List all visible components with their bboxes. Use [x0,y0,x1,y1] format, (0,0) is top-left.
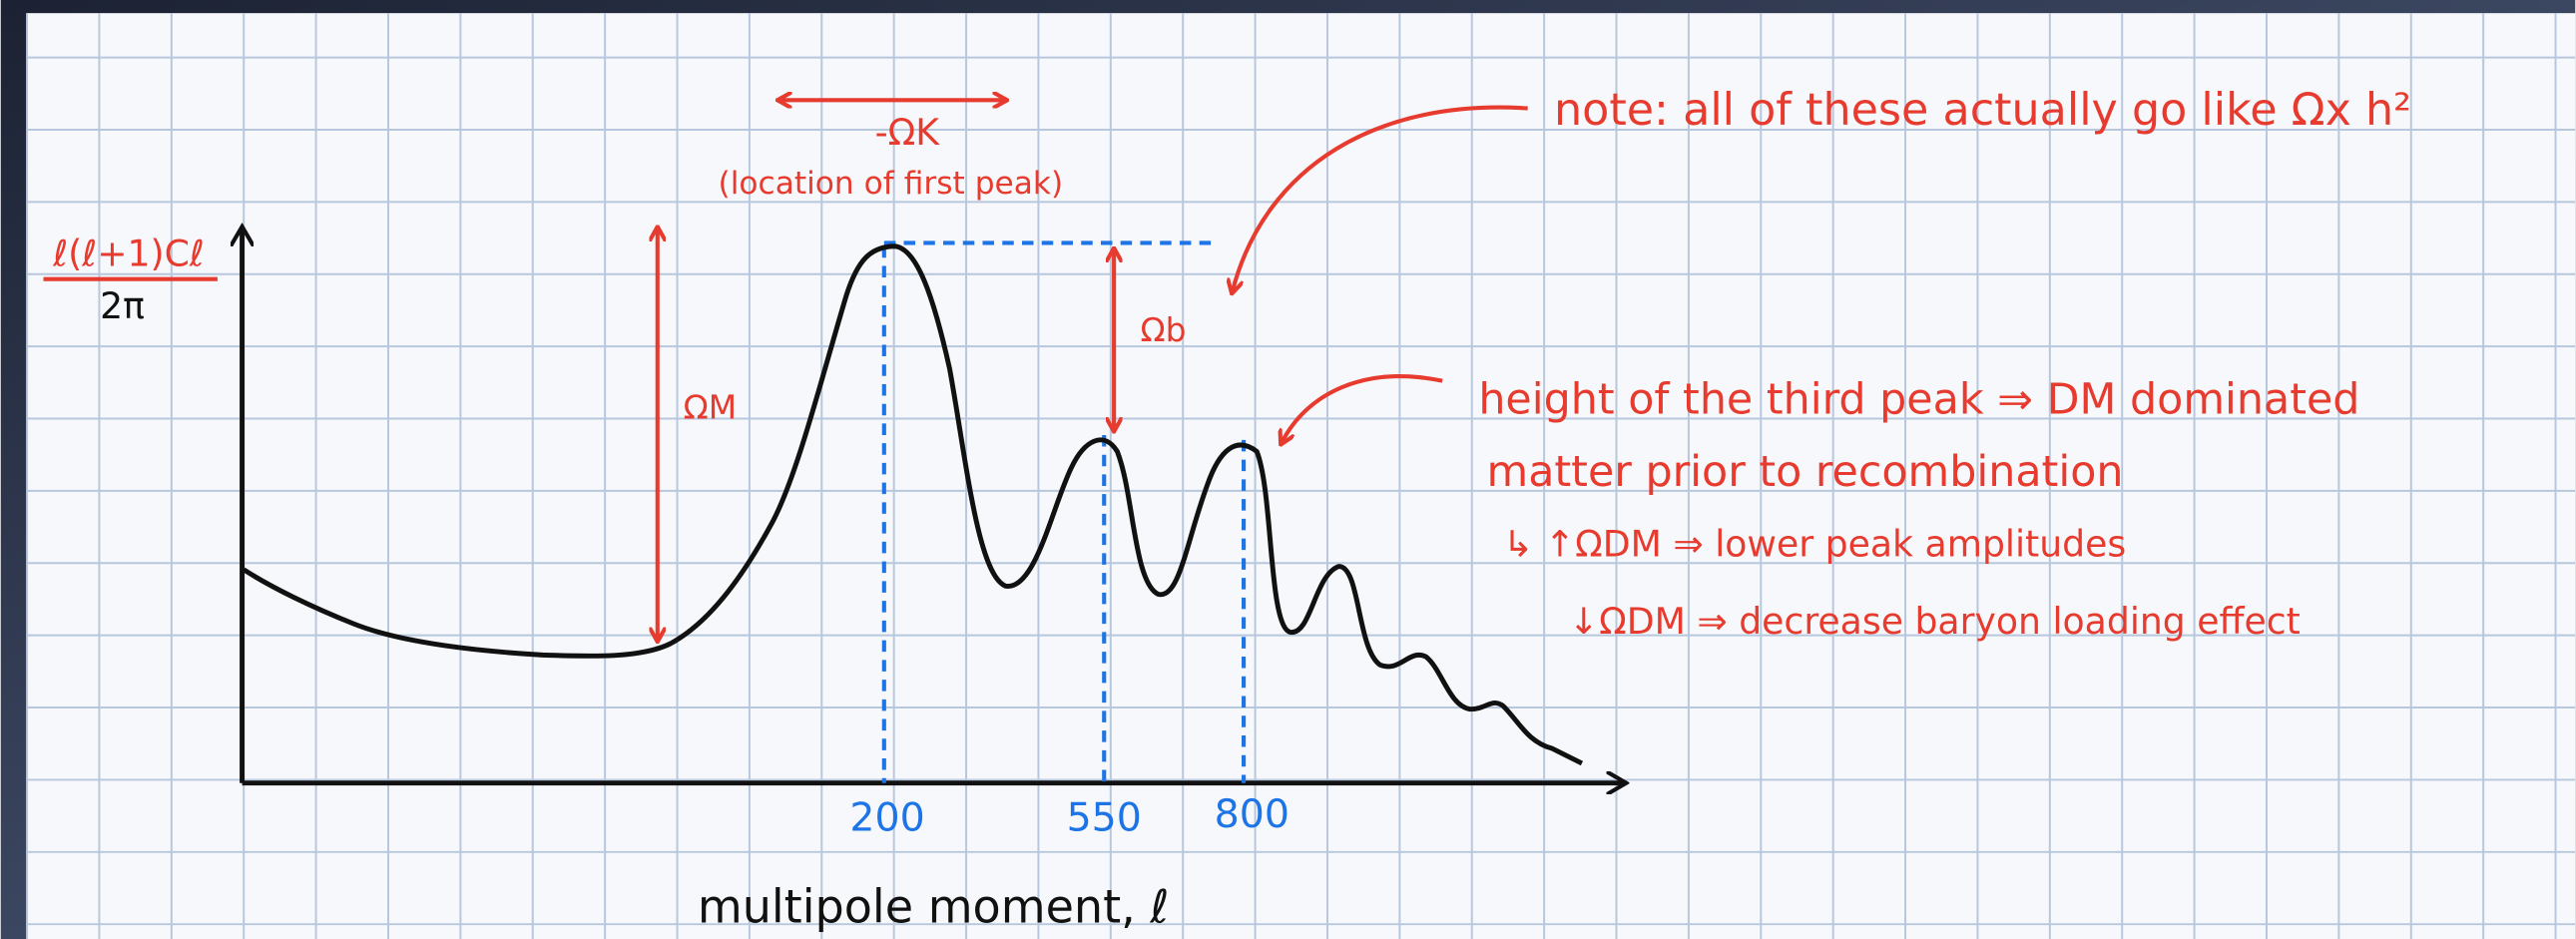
omega-k-note: (location of first peak) [719,166,1064,202]
y-axis-label-denominator: 2π [100,284,145,327]
third-peak-note: ↓ΩDM ⇒ decrease baryon loading effect [1569,600,2301,643]
grid-paper [27,13,2576,939]
x-axis-label: multipole moment, ℓ [698,880,1170,934]
guide-lines [881,240,1247,783]
note: note: all of these actually go like Ωx h… [1554,85,2411,136]
omega-b: Ωb [1140,310,1186,349]
x-marker: 550 [1067,794,1142,840]
x-marker: 200 [849,794,924,840]
power-spectrum-curve [242,243,1584,766]
third-peak-note: height of the third peak ⇒ DM dominated [1478,375,2359,425]
annotation-arrows [658,100,1528,640]
third-peak-note: matter prior to recombination [1487,447,2124,497]
omega-k: -ΩK [875,111,941,154]
third-peak-note: ↳ ↑ΩDM ⇒ lower peak amplitudes [1503,523,2126,566]
x-marker: 800 [1215,791,1289,837]
omega-m: ΩM [684,388,738,427]
y-axis-label-numerator: ℓ(ℓ+1)Cℓ [52,233,205,275]
